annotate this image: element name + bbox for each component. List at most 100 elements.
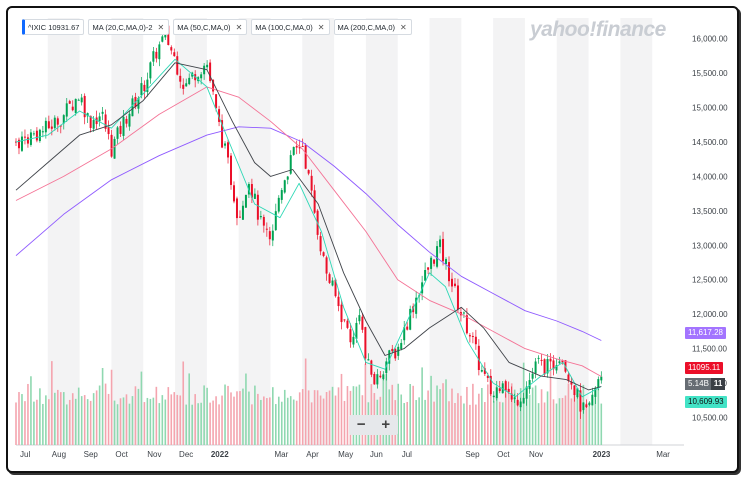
- volume-bar: [277, 396, 280, 445]
- close-icon[interactable]: ✕: [157, 22, 165, 32]
- volume-bar: [469, 404, 471, 445]
- candle-body: [355, 322, 358, 339]
- candle-body: [44, 120, 47, 133]
- volume-bar: [588, 404, 591, 445]
- candle-body: [125, 118, 128, 124]
- candle-body: [238, 216, 241, 218]
- volume-bar: [319, 395, 322, 445]
- candle-body: [152, 51, 155, 62]
- ma200-line: [15, 126, 602, 341]
- candle-body: [319, 236, 322, 252]
- candle-body: [224, 143, 227, 146]
- candle-body: [540, 359, 543, 361]
- candle-body: [409, 308, 412, 330]
- month-band: [175, 18, 207, 445]
- candle-body: [492, 395, 495, 398]
- candle-body: [450, 278, 453, 287]
- candle-body: [310, 175, 313, 191]
- volume-bar: [203, 385, 205, 445]
- volume-bar: [457, 393, 459, 445]
- volume-bar: [492, 401, 495, 445]
- volume-bar: [116, 404, 119, 445]
- legend-chip-symbol[interactable]: ^IXIC 10931.67: [22, 19, 85, 35]
- candle-body: [15, 141, 17, 143]
- candle-body: [549, 358, 552, 362]
- price-chart[interactable]: 10,500.0011,000.0011,500.0012,000.0012,5…: [8, 8, 735, 469]
- legend-chip-ma200[interactable]: MA (200,C,MA,0) ✕: [333, 19, 412, 35]
- volume-bar: [263, 396, 265, 445]
- zoom-out-button[interactable]: −: [356, 416, 366, 433]
- candle-body: [456, 285, 459, 310]
- volume-bar: [451, 388, 453, 445]
- candle-body: [480, 370, 483, 372]
- candle-body: [104, 114, 107, 129]
- x-tick-label: May: [338, 450, 353, 459]
- candle-body: [244, 194, 247, 208]
- candle-body: [116, 127, 119, 139]
- candle-body: [489, 375, 492, 395]
- y-tick-label: 14,000.00: [692, 172, 728, 181]
- volume-bar: [30, 376, 32, 445]
- volume-bar: [522, 362, 525, 445]
- candle-body: [468, 335, 471, 337]
- volume-bar: [400, 394, 403, 445]
- volume-bar: [525, 392, 528, 445]
- candle-body: [579, 390, 582, 412]
- volume-bar: [340, 373, 343, 445]
- volume-bar: [513, 389, 516, 445]
- candle-body: [50, 126, 53, 129]
- candle-body: [289, 155, 292, 174]
- candle-body: [35, 130, 38, 141]
- month-band: [365, 18, 398, 445]
- volume-bar: [272, 387, 274, 445]
- zoom-in-button[interactable]: +: [381, 416, 391, 433]
- volume-bar: [343, 400, 346, 445]
- volume-bar: [495, 399, 498, 445]
- volume-bar: [295, 400, 298, 445]
- volume-bar: [122, 397, 125, 445]
- candle-body: [77, 99, 80, 101]
- volume-bar: [442, 383, 444, 445]
- volume-bar: [158, 403, 161, 445]
- legend-chip-ma100[interactable]: MA (100,C,MA,0) ✕: [251, 19, 330, 35]
- volume-bar: [62, 392, 65, 445]
- volume-bar: [289, 396, 292, 445]
- month-band: [620, 18, 653, 445]
- candle-body: [161, 36, 164, 42]
- close-icon[interactable]: ✕: [400, 22, 407, 32]
- candle-body: [56, 118, 59, 125]
- legend-chip-ma20[interactable]: MA (20,C,MA,0)-2 ✕: [88, 19, 170, 35]
- volume-bar: [531, 387, 534, 445]
- candle-body: [546, 359, 549, 374]
- volume-bar: [39, 388, 41, 445]
- volume-bar: [579, 400, 582, 445]
- candle-body: [415, 297, 418, 314]
- volume-bar: [346, 386, 349, 445]
- volume-bar: [125, 394, 128, 445]
- volume-bar: [585, 403, 588, 445]
- candle-body: [232, 185, 235, 202]
- y-tick-label: 11,500.00: [692, 345, 728, 354]
- candle-body: [436, 246, 439, 267]
- candle-body: [427, 267, 430, 270]
- volume-bar: [448, 401, 450, 445]
- volume-bar: [549, 367, 552, 445]
- candle-body: [262, 216, 265, 226]
- y-tick-label: 12,000.00: [692, 310, 728, 319]
- close-icon[interactable]: ✕: [317, 22, 325, 32]
- volume-bar: [301, 389, 304, 445]
- volume-bar: [137, 388, 140, 445]
- candle-body: [277, 197, 280, 212]
- candle-body: [17, 139, 20, 149]
- candle-body: [325, 257, 328, 274]
- candle-body: [179, 75, 182, 82]
- volume-bar: [472, 383, 474, 445]
- volume-bar: [173, 392, 176, 445]
- candle-body: [585, 404, 588, 408]
- volume-bar: [561, 397, 564, 445]
- candle-body: [361, 316, 364, 330]
- candle-body: [259, 215, 262, 218]
- close-icon[interactable]: ✕: [235, 22, 243, 32]
- volume-bar: [397, 383, 400, 445]
- legend-chip-ma50[interactable]: MA (50,C,MA,0) ✕: [173, 19, 248, 35]
